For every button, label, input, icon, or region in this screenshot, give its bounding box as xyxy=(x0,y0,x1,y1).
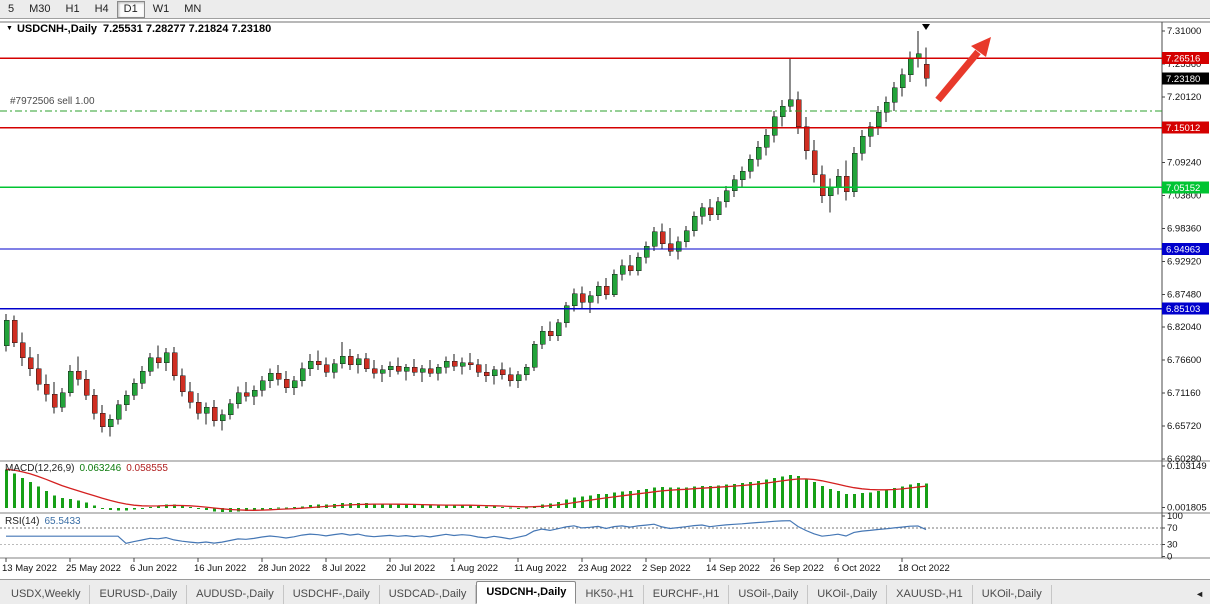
timeframe-button-H4[interactable]: H4 xyxy=(94,2,109,15)
rsi-scale-label: 0 xyxy=(1167,551,1172,562)
chart-tab-usdcad-daily[interactable]: USDCAD-,Daily xyxy=(380,585,477,604)
price-axis-label: 6.65720 xyxy=(1167,421,1201,432)
macd-main-value: 0.063246 xyxy=(79,463,122,474)
timeframe-button-D1[interactable]: D1 xyxy=(116,0,145,18)
macd-name: MACD(12,26,9) xyxy=(5,463,75,474)
date-label: 20 Jul 2022 xyxy=(386,563,435,574)
timeframe-toolbar: 5 M30 H1 H4 D1 W1 MN xyxy=(0,0,1210,19)
order-line-label[interactable]: #7972506 sell 1.00 xyxy=(10,96,95,107)
chart-dropdown-icon[interactable]: ▼ xyxy=(6,25,13,32)
date-label: 11 Aug 2022 xyxy=(514,563,567,574)
candles xyxy=(3,31,930,437)
rsi-line xyxy=(6,520,927,544)
last-bar-marker-icon xyxy=(922,24,930,30)
chart-tab-usdchf-daily[interactable]: USDCHF-,Daily xyxy=(284,585,380,604)
chart-tab-ukoil-daily[interactable]: UKOil-,Daily xyxy=(973,585,1052,604)
chart-tab-usdx-weekly[interactable]: USDX,Weekly xyxy=(2,585,91,604)
chart-tab-audusd-daily[interactable]: AUDUSD-,Daily xyxy=(187,585,284,604)
date-label: 14 Sep 2022 xyxy=(706,563,760,574)
chart-tabs-bar: USDX,Weekly EURUSD-,Daily AUDUSD-,Daily USD… xyxy=(0,579,1210,604)
price-axis-label: 6.71160 xyxy=(1167,388,1201,399)
level-price-badge xyxy=(1162,302,1209,315)
price-axis-label: 7.25560 xyxy=(1167,59,1201,70)
level-price-badge xyxy=(1162,52,1209,65)
rsi-label: RSI(14) 65.5433 xyxy=(5,516,81,527)
price-axis-label: 7.31000 xyxy=(1167,26,1201,37)
macd-signal-value: 0.058555 xyxy=(126,463,168,474)
rsi-value: 65.5433 xyxy=(44,516,81,527)
chart-tab-xauusd-h1[interactable]: XAUUSD-,H1 xyxy=(887,585,973,604)
chart-canvas[interactable]: 7.310007.255607.201207.146807.092407.038… xyxy=(0,19,1210,579)
tabs-scroll-left-icon[interactable]: ◄ xyxy=(1191,589,1208,599)
rsi-scale-label: 30 xyxy=(1167,539,1178,550)
price-axis-label: 7.03800 xyxy=(1167,191,1201,202)
timeframe-button-W1[interactable]: W1 xyxy=(152,2,170,15)
rsi-scale-label: 70 xyxy=(1167,523,1178,534)
chart-tab-hk50-h1[interactable]: HK50-,H1 xyxy=(576,585,644,604)
price-axis-label: 6.92920 xyxy=(1167,256,1201,267)
chart-tab-usdcnh-daily[interactable]: USDCNH-,Daily xyxy=(476,581,577,604)
chart-tab-eurusd-daily[interactable]: EURUSD-,Daily xyxy=(90,585,188,604)
svg-text:6.85103: 6.85103 xyxy=(1166,304,1200,315)
date-label: 26 Sep 2022 xyxy=(770,563,824,574)
time-axis[interactable]: 13 May 2022 25 May 2022 6 Jun 2022 16 Jun 2… xyxy=(2,558,950,574)
date-label: 1 Aug 2022 xyxy=(450,563,498,574)
macd-scale-label: 0.001805 xyxy=(1167,502,1207,513)
level-price-badge xyxy=(1162,243,1209,256)
date-label: 6 Oct 2022 xyxy=(834,563,880,574)
date-label: 23 Aug 2022 xyxy=(578,563,631,574)
timeframe-button-5[interactable]: 5 xyxy=(8,2,15,15)
timeframe-button-MN[interactable]: MN xyxy=(184,2,202,15)
svg-text:7.26516: 7.26516 xyxy=(1166,54,1200,65)
timeframe-button-M30[interactable]: M30 xyxy=(29,2,51,15)
price-axis-label: 7.09240 xyxy=(1167,158,1201,169)
svg-text:7.05152: 7.05152 xyxy=(1166,183,1200,194)
horizontal-lines[interactable] xyxy=(0,57,1162,310)
chart-area[interactable]: 7.310007.255607.201207.146807.092407.038… xyxy=(0,19,1210,579)
chart-title: ▼ USDCNH-,Daily 7.25531 7.28277 7.21824 7.… xyxy=(6,23,271,35)
date-label: 16 Jun 2022 xyxy=(194,563,246,574)
price-axis-label: 6.87480 xyxy=(1167,289,1201,300)
price-axis-label: 6.60280 xyxy=(1167,454,1201,465)
level-price-badge xyxy=(1162,181,1209,194)
chart-frame xyxy=(0,21,1210,559)
timeframe-button-H1[interactable]: H1 xyxy=(65,2,80,15)
svg-text:7.23180: 7.23180 xyxy=(1166,74,1200,85)
chart-ohlc-values: 7.25531 7.28277 7.21824 7.23180 xyxy=(103,23,272,35)
price-axis-label: 7.20120 xyxy=(1167,92,1201,103)
macd-scale-label: 0.103149 xyxy=(1167,461,1207,472)
chart-tab-usoil-daily[interactable]: USOil-,Daily xyxy=(729,585,809,604)
date-label: 18 Oct 2022 xyxy=(898,563,950,574)
date-label: 28 Jun 2022 xyxy=(258,563,310,574)
price-axis-label: 6.76600 xyxy=(1167,355,1201,366)
price-axis-label: 6.82040 xyxy=(1167,322,1201,333)
date-label: 2 Sep 2022 xyxy=(642,563,691,574)
chart-tab-eurchf-h1[interactable]: EURCHF-,H1 xyxy=(644,585,730,604)
chart-tab-ukoil-daily[interactable]: UKOil-,Daily xyxy=(808,585,888,604)
macd-panel: 0.103149 0.001805 xyxy=(5,461,1207,513)
current-price-badge xyxy=(1162,72,1209,85)
date-label: 6 Jun 2022 xyxy=(130,563,177,574)
date-label: 25 May 2022 xyxy=(66,563,121,574)
level-price-badge xyxy=(1162,121,1209,134)
svg-text:6.94963: 6.94963 xyxy=(1166,245,1200,256)
price-badges: 7.26516 7.15012 7.05152 6.94963 6.85103 7.231… xyxy=(1162,52,1209,315)
date-label: 8 Jul 2022 xyxy=(322,563,366,574)
macd-signal-line xyxy=(5,468,927,511)
trend-arrow-annotation[interactable] xyxy=(935,37,991,103)
chart-symbol-period: USDCNH-,Daily xyxy=(16,23,98,35)
rsi-name: RSI(14) xyxy=(5,516,40,527)
date-label: 13 May 2022 xyxy=(2,563,57,574)
svg-text:7.15012: 7.15012 xyxy=(1166,123,1200,134)
rsi-scale-label: 100 xyxy=(1167,511,1183,522)
macd-label: MACD(12,26,9) 0.063246 0.058555 xyxy=(5,463,168,474)
price-axis-label: 6.98360 xyxy=(1167,223,1201,234)
